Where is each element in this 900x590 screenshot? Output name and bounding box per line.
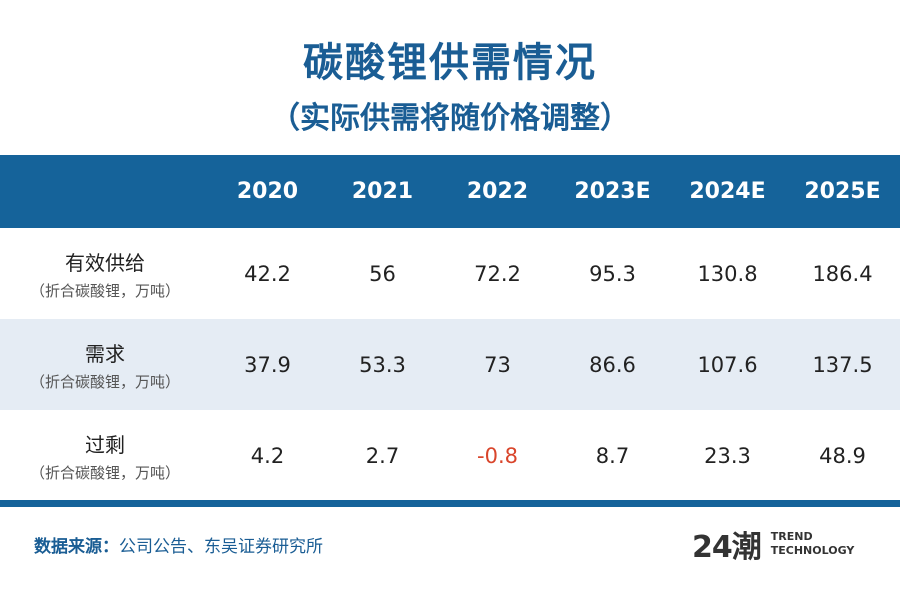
table-cell: 186.4	[812, 261, 873, 286]
row-label: 需求 （折合碳酸锂，万吨）	[0, 319, 210, 410]
column-header: 2024E	[670, 155, 785, 228]
column-header: 2020	[210, 155, 325, 228]
bottom-divider	[0, 500, 900, 507]
table-cell: 37.9	[210, 319, 325, 410]
logo-mark: 24潮	[692, 530, 762, 565]
table-header-row: 2020 2021 2022 2023E 2024E 2025E	[0, 155, 900, 228]
table-cell: 73	[440, 319, 555, 410]
column-header: 2022	[440, 155, 555, 228]
data-source: 数据来源：公司公告、东吴证券研究所	[34, 537, 323, 557]
table-cell: 107.6	[670, 319, 785, 410]
table-row-demand: 需求 （折合碳酸锂，万吨） 37.9 53.3 73 86.6 107.6 137…	[0, 319, 900, 410]
logo-text-line2: TECHNOLOGY	[770, 544, 855, 557]
column-header: 2021	[325, 155, 440, 228]
table-row-supply: 有效供给 （折合碳酸锂，万吨） 42.2 56 72.2 95.3 130.8 1…	[0, 228, 900, 319]
table-cell: 2.7	[365, 443, 400, 468]
row-label: 过剩 （折合碳酸锂，万吨）	[29, 432, 180, 482]
table-cell: 48.9	[819, 443, 866, 468]
header-blank	[0, 155, 210, 228]
page-subtitle: （实际供需将随价格调整）	[270, 101, 630, 136]
table-cell: 95.3	[589, 261, 636, 286]
table-cell: 53.3	[325, 319, 440, 410]
column-header: 2025E	[785, 155, 900, 228]
table-cell: 86.6	[555, 319, 670, 410]
table-cell: 23.3	[704, 443, 751, 468]
table-cell: 42.2	[244, 261, 291, 286]
page-title: 碳酸锂供需情况	[303, 40, 597, 86]
table-cell: 137.5	[785, 319, 900, 410]
column-header: 2023E	[555, 155, 670, 228]
table-cell: 56	[369, 261, 396, 286]
table-cell: 4.2	[250, 443, 285, 468]
supply-demand-table: 2020 2021 2022 2023E 2024E 2025E 有效供给 （折合…	[0, 155, 900, 501]
row-label: 有效供给 （折合碳酸锂，万吨）	[29, 250, 180, 300]
table-cell-negative: -0.8	[477, 443, 518, 468]
table-row-surplus: 过剩 （折合碳酸锂，万吨） 4.2 2.7 -0.8 8.7 23.3 48.9	[0, 410, 900, 501]
brand-logo: 24潮 TREND TECHNOLOGY	[692, 522, 854, 566]
table-cell: 8.7	[595, 443, 630, 468]
table-cell: 72.2	[474, 261, 521, 286]
table-cell: 130.8	[697, 261, 758, 286]
logo-text-line1: TREND	[770, 530, 813, 543]
